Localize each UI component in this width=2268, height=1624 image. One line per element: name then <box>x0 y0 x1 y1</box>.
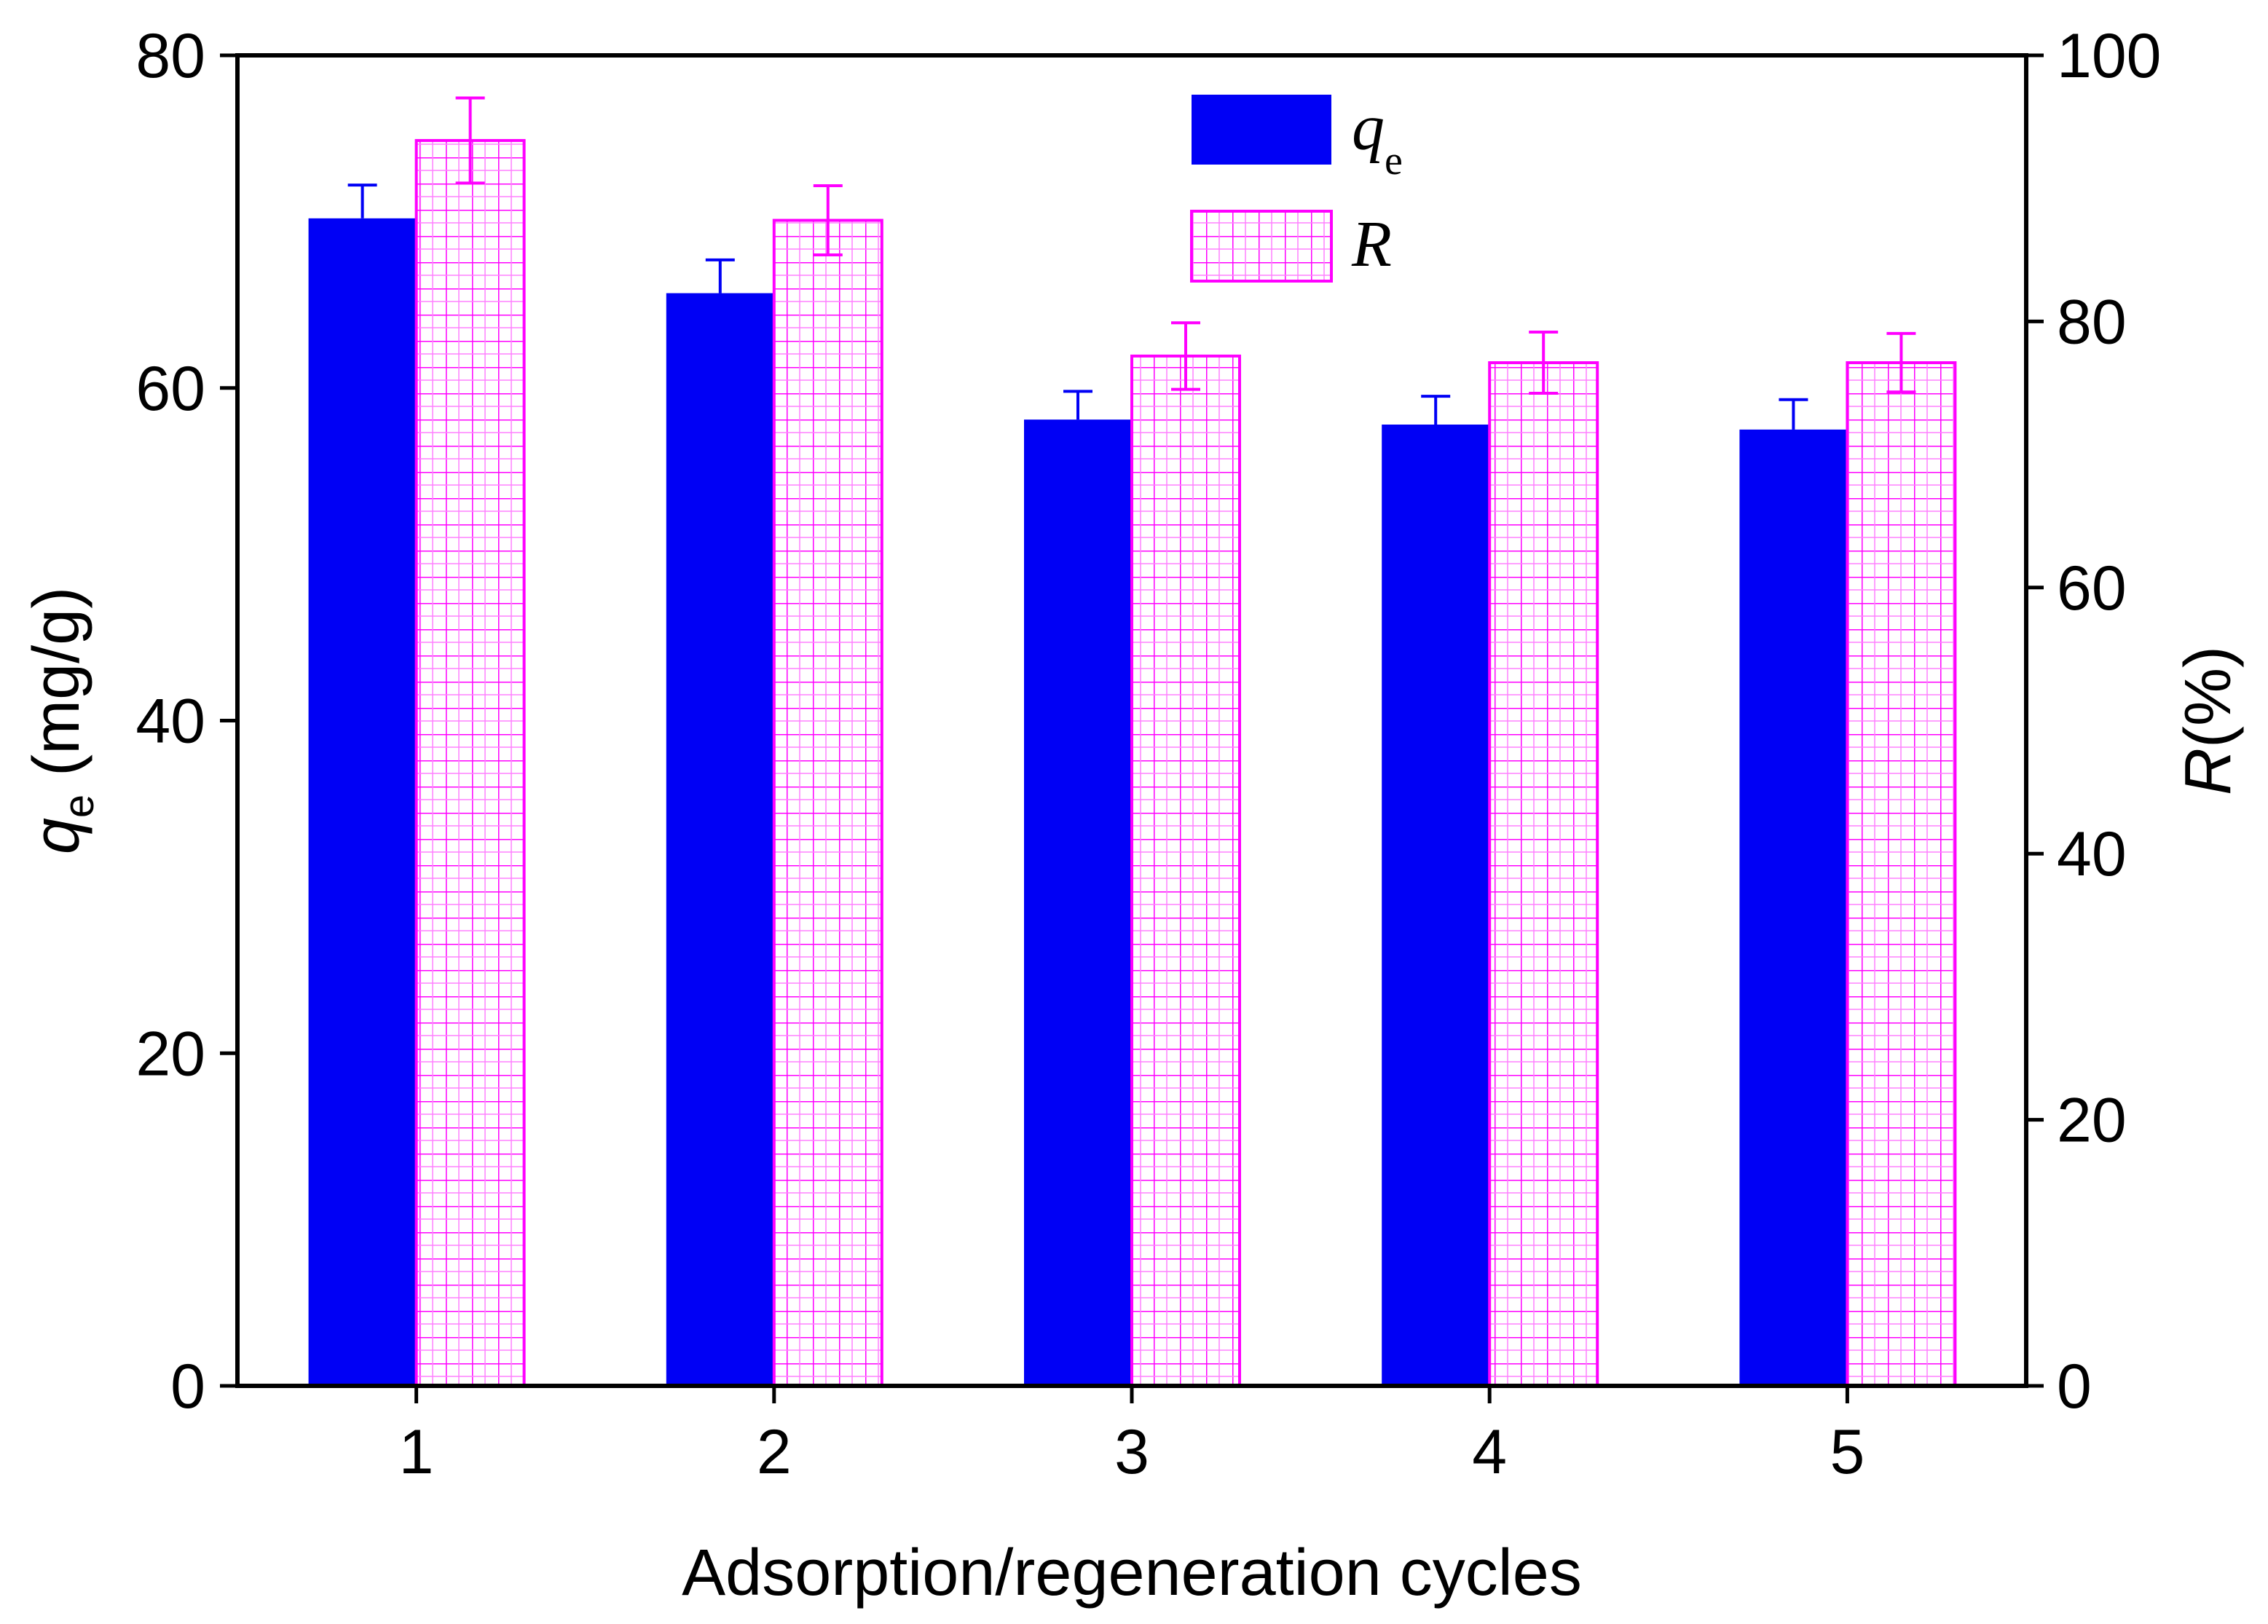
bar-r-cycle-4 <box>1488 361 1599 1387</box>
x-tick-label: 2 <box>757 1417 792 1487</box>
y-left-tick-label: 40 <box>135 687 205 757</box>
x-axis-title: Adsorption/regeneration cycles <box>682 1537 1582 1609</box>
bar-qe-cycle-2 <box>666 293 774 1386</box>
axes-layer: 1 2 3 4 5 0 20 40 60 80 0 20 40 60 80 100 Adsorption/reg… <box>20 21 2245 1609</box>
bar-r-cycle-1 <box>414 138 526 1388</box>
y-right-tick-label: 80 <box>2057 287 2127 357</box>
y-left-axis-unit: (mg/g) <box>20 587 93 795</box>
error-bars-layer <box>347 96 1916 430</box>
y-left-tick-label: 80 <box>135 21 205 91</box>
y-left-axis-title: qe (mg/g) <box>20 587 103 854</box>
y-left-axis-subscript: e <box>55 795 103 818</box>
x-tick-label: 1 <box>399 1417 434 1487</box>
y-right-tick-label: 0 <box>2057 1352 2092 1422</box>
errorbar-qe-cycle-4 <box>1421 395 1451 425</box>
errorbar-qe-cycle-1 <box>347 184 377 218</box>
y-left-tick-label: 20 <box>135 1019 205 1089</box>
y-right-axis-unit: (%) <box>2172 646 2245 748</box>
y-right-axis-title: R(%) <box>2172 646 2245 795</box>
legend-swatch-qe <box>1192 95 1331 165</box>
bar-r-cycle-2 <box>772 218 883 1388</box>
bar-r-cycle-5 <box>1846 361 1957 1387</box>
errorbar-r-cycle-3 <box>1171 321 1200 391</box>
legend-swatch-r <box>1190 210 1333 283</box>
y-right-axis-symbol: R <box>2172 748 2245 795</box>
x-tick-label: 3 <box>1114 1417 1149 1487</box>
legend-label-qe-subscript: e <box>1385 138 1403 184</box>
legend-label-r: R <box>1351 208 1392 280</box>
errorbar-r-cycle-2 <box>813 184 843 257</box>
y-right-tick-label: 100 <box>2057 21 2162 91</box>
errorbar-qe-cycle-2 <box>705 258 735 293</box>
bar-qe-cycle-3 <box>1024 419 1132 1386</box>
y-left-axis-symbol: q <box>20 818 93 854</box>
bars-layer <box>308 138 1957 1388</box>
bar-qe-cycle-4 <box>1382 424 1490 1387</box>
legend-label-qe: qe <box>1352 92 1403 184</box>
bar-r-cycle-3 <box>1130 354 1241 1388</box>
errorbar-r-cycle-5 <box>1886 331 1916 394</box>
y-right-tick-label: 40 <box>2057 819 2127 889</box>
y-right-tick-label: 60 <box>2057 553 2127 623</box>
y-left-tick-label: 0 <box>170 1352 205 1422</box>
errorbar-r-cycle-1 <box>455 96 485 185</box>
legend-label-qe-symbol: q <box>1352 92 1385 164</box>
errorbar-r-cycle-4 <box>1529 331 1559 395</box>
legend: qeR <box>1190 92 1403 283</box>
errorbar-qe-cycle-5 <box>1779 398 1808 430</box>
errorbar-qe-cycle-3 <box>1063 390 1092 420</box>
bar-qe-cycle-1 <box>308 218 417 1386</box>
x-tick-label: 4 <box>1472 1417 1507 1487</box>
bar-qe-cycle-5 <box>1739 429 1848 1386</box>
x-tick-label: 5 <box>1830 1417 1865 1487</box>
y-left-tick-label: 60 <box>135 354 205 424</box>
y-right-tick-label: 20 <box>2057 1086 2127 1156</box>
